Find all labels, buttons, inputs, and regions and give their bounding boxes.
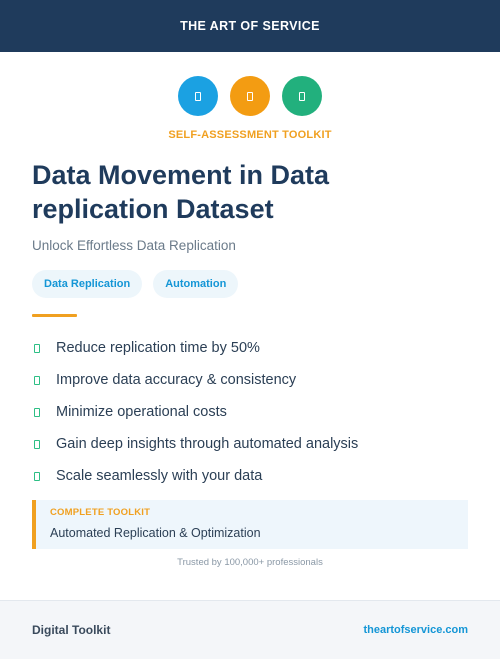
footer-label: Digital Toolkit xyxy=(32,623,111,637)
footer-link[interactable]: theartofservice.com xyxy=(363,624,468,636)
page-title: Data Movement in Data replication Datase… xyxy=(32,160,330,224)
icon-row xyxy=(0,76,500,116)
footer: Digital Toolkit theartofservice.com xyxy=(0,600,500,659)
feature-item: Reduce replication time by 50% xyxy=(32,332,358,364)
feature-text: Improve data accuracy & consistency xyxy=(56,372,297,388)
brand-name: THE ART OF SERVICE xyxy=(180,19,320,33)
document-icon-blue xyxy=(178,76,218,116)
feature-text: Gain deep insights through automated ana… xyxy=(56,436,359,452)
tag-list: Data Replication Automation xyxy=(32,270,239,298)
tag-automation[interactable]: Automation xyxy=(153,270,239,298)
toolkit-label: COMPLETE TOOLKIT xyxy=(50,507,151,518)
tag-data-replication[interactable]: Data Replication xyxy=(32,270,143,298)
check-icon xyxy=(34,471,40,481)
feature-item: Gain deep insights through automated ana… xyxy=(32,428,358,460)
feature-item: Improve data accuracy & consistency xyxy=(32,364,358,396)
check-icon xyxy=(34,407,40,417)
check-icon xyxy=(34,375,40,385)
top-banner: THE ART OF SERVICE xyxy=(0,0,500,52)
trust-note: Trusted by 100,000+ professionals xyxy=(177,557,323,568)
feature-text: Scale seamlessly with your data xyxy=(56,468,263,484)
feature-list: Reduce replication time by 50% Improve d… xyxy=(32,332,358,492)
feature-item: Minimize operational costs xyxy=(32,396,358,428)
feature-text: Reduce replication time by 50% xyxy=(56,340,260,356)
document-icon-orange xyxy=(230,76,270,116)
toolkit-value: Automated Replication & Optimization xyxy=(50,526,261,540)
feature-item: Scale seamlessly with your data xyxy=(32,460,358,492)
check-icon xyxy=(34,439,40,449)
subtitle: Unlock Effortless Data Replication xyxy=(32,238,236,253)
accent-divider xyxy=(32,314,77,317)
kicker-label: SELF-ASSESSMENT TOOLKIT xyxy=(168,129,332,141)
document-icon-green xyxy=(282,76,322,116)
complete-toolkit-box: COMPLETE TOOLKIT Automated Replication &… xyxy=(32,500,468,549)
check-icon xyxy=(34,343,40,353)
feature-text: Minimize operational costs xyxy=(56,404,227,420)
